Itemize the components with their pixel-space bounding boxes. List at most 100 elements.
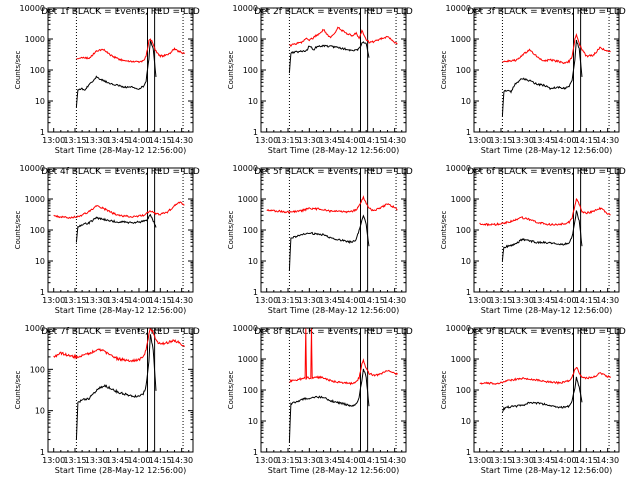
y-tick-label: 10000 bbox=[233, 4, 258, 13]
panel-det-6: Det 6f BLACK = Events, RED = LLD13:0013:… bbox=[440, 164, 626, 315]
x-tick-label: 13:15 bbox=[276, 456, 299, 465]
y-tick-label: 10000 bbox=[446, 324, 471, 333]
y-tick-label: 100 bbox=[243, 226, 258, 235]
panel-det-8: Det 8f BLACK = Events, RED = LLD13:0013:… bbox=[227, 324, 413, 475]
y-tick-label: 10000 bbox=[20, 164, 45, 173]
lld-series-line bbox=[502, 33, 611, 65]
panel-title: Det 5f BLACK = Events, RED = LLD bbox=[254, 167, 413, 177]
x-axis-label: Start Time (28-May-12 12:56:00) bbox=[55, 146, 186, 155]
x-axis-label: Start Time (28-May-12 12:56:00) bbox=[268, 466, 399, 475]
x-tick-label: 13:15 bbox=[489, 296, 512, 305]
y-tick-label: 10 bbox=[35, 97, 45, 106]
y-tick-label: 100 bbox=[456, 66, 471, 75]
panel-det-2: Det 2f BLACK = Events, RED = LLD13:0013:… bbox=[227, 4, 413, 155]
x-tick-label: 14:30 bbox=[170, 136, 193, 145]
x-tick-label: 13:45 bbox=[532, 136, 555, 145]
panel-title: Det 2f BLACK = Events, RED = LLD bbox=[254, 7, 413, 17]
y-axis-label: Counts/sec bbox=[440, 51, 448, 90]
x-tick-label: 14:30 bbox=[383, 456, 406, 465]
panel-det-5: Det 5f BLACK = Events, RED = LLD 13:00 13:… bbox=[227, 164, 413, 315]
y-tick-label: 1000 bbox=[451, 195, 471, 204]
events-series-line bbox=[75, 40, 157, 108]
panel-title: Det 9f BLACK = Events, RED = LLD bbox=[467, 327, 626, 337]
x-tick-label: 14:15 bbox=[362, 136, 385, 145]
x-axis-label: Start Time (28-May-12 12:56:00) bbox=[481, 466, 612, 475]
x-tick-label: 13:30 bbox=[511, 456, 534, 465]
lld-series-line bbox=[479, 367, 611, 385]
lld-series-line bbox=[266, 195, 398, 214]
x-tick-label: 13:00 bbox=[468, 296, 491, 305]
y-tick-label: 10 bbox=[248, 417, 258, 426]
y-tick-label: 10 bbox=[461, 257, 471, 266]
y-tick-label: 1000 bbox=[25, 195, 45, 204]
plot-frame bbox=[260, 327, 407, 453]
plot-frame bbox=[473, 327, 620, 453]
y-tick-label: 1 bbox=[40, 448, 45, 457]
x-tick-label: 14:30 bbox=[596, 456, 619, 465]
y-tick-label: 1 bbox=[466, 128, 471, 137]
y-tick-label: 100 bbox=[243, 66, 258, 75]
x-tick-label: 14:00 bbox=[553, 136, 576, 145]
plot-frame bbox=[260, 167, 407, 293]
x-tick-label: 13:45 bbox=[319, 136, 342, 145]
plot-frame bbox=[473, 167, 620, 293]
x-tick-label: 13:45 bbox=[106, 456, 129, 465]
lld-series-line bbox=[76, 38, 185, 64]
x-tick-label: 14:30 bbox=[596, 296, 619, 305]
y-tick-label: 1000 bbox=[451, 355, 471, 364]
x-tick-label: 13:30 bbox=[298, 456, 321, 465]
y-tick-label: 1 bbox=[40, 288, 45, 297]
x-tick-label: 14:15 bbox=[149, 136, 172, 145]
series-group bbox=[266, 195, 398, 271]
plot-frame bbox=[260, 7, 407, 133]
x-tick-label: 14:30 bbox=[170, 296, 193, 305]
x-tick-label: 14:00 bbox=[340, 136, 363, 145]
x-tick-label: 13:45 bbox=[106, 136, 129, 145]
y-axis-label: Counts/sec bbox=[227, 211, 235, 250]
panel-title: Det 8f BLACK = Events, RED = LLD bbox=[254, 327, 413, 337]
lld-series-line bbox=[479, 197, 611, 227]
x-tick-label: 13:15 bbox=[276, 136, 299, 145]
x-tick-label: 13:45 bbox=[319, 296, 342, 305]
y-tick-label: 10 bbox=[461, 97, 471, 106]
y-tick-label: 1000 bbox=[238, 35, 258, 44]
x-tick-label: 13:30 bbox=[85, 136, 108, 145]
series-group bbox=[75, 38, 185, 108]
x-tick-label: 14:00 bbox=[553, 456, 576, 465]
lld-series-line bbox=[53, 201, 185, 219]
panel-title: Det 4f BLACK = Events, RED = LLD bbox=[41, 167, 200, 177]
plot-frame bbox=[47, 7, 194, 133]
y-tick-label: 10000 bbox=[446, 164, 471, 173]
panel-det-3: Det 3f BLACK = Events, RED = LLD13:0013:… bbox=[440, 4, 626, 155]
y-axis-label: Counts/sec bbox=[227, 51, 235, 90]
events-series-line bbox=[288, 368, 370, 443]
x-tick-label: 14:15 bbox=[149, 456, 172, 465]
x-tick-label: 13:15 bbox=[489, 456, 512, 465]
series-group bbox=[53, 328, 185, 441]
x-tick-label: 14:00 bbox=[127, 456, 150, 465]
y-tick-label: 1 bbox=[466, 288, 471, 297]
events-series-line bbox=[501, 39, 583, 117]
x-tick-label: 14:15 bbox=[575, 296, 598, 305]
x-tick-label: 14:15 bbox=[575, 456, 598, 465]
y-axis-label: Counts/sec bbox=[14, 371, 22, 410]
x-tick-label: 14:00 bbox=[340, 456, 363, 465]
panel-title: Det 3f BLACK = Events, RED = LLD bbox=[467, 7, 626, 17]
x-axis-label: Start Time (28-May-12 12:56:00) bbox=[481, 306, 612, 315]
x-tick-label: 13:00 bbox=[255, 296, 278, 305]
y-tick-label: 1000 bbox=[238, 195, 258, 204]
y-tick-label: 1 bbox=[253, 448, 258, 457]
events-series-line bbox=[75, 213, 157, 243]
y-tick-label: 10 bbox=[248, 97, 258, 106]
x-axis-label: Start Time (28-May-12 12:56:00) bbox=[268, 306, 399, 315]
x-tick-label: 14:30 bbox=[383, 136, 406, 145]
y-tick-label: 10000 bbox=[446, 4, 471, 13]
y-axis-label: Counts/sec bbox=[440, 371, 448, 410]
lld-series-line bbox=[289, 26, 398, 48]
x-axis-label: Start Time (28-May-12 12:56:00) bbox=[268, 146, 399, 155]
x-tick-label: 13:30 bbox=[85, 296, 108, 305]
y-tick-label: 1000 bbox=[25, 35, 45, 44]
series-group bbox=[288, 328, 398, 443]
x-tick-label: 13:15 bbox=[63, 456, 86, 465]
